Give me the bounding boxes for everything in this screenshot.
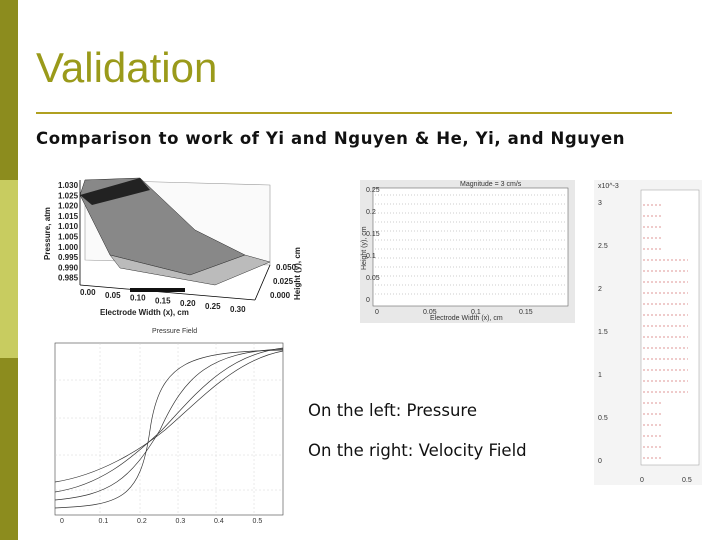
z-tick-label: 0.985 — [58, 274, 79, 283]
z-tick-label: 0.995 — [58, 253, 79, 262]
z-axis-label: Pressure, atm — [43, 207, 52, 260]
side-bar — [0, 358, 18, 540]
x-tick-label: 0.30 — [230, 305, 246, 314]
y-tick-label: 2 — [598, 286, 602, 293]
figure-pressure-labels: Pressure Field 0 0.1 0.2 0.3 0.4 0.5 — [60, 328, 262, 525]
y-tick-label: 0.15 — [366, 231, 380, 238]
x-tick-label: 0.15 — [155, 296, 171, 305]
y-tick-label: 0 — [366, 297, 370, 304]
x-tick-label: 0.05 — [423, 309, 437, 316]
x-tick-label: 0.15 — [519, 309, 533, 316]
y-tick-label: 1 — [598, 372, 602, 379]
y-tick-label: 1.5 — [598, 329, 608, 336]
x-tick-label: 0 — [60, 518, 64, 525]
figure-field — [594, 180, 702, 485]
figure-title: Magnitude = 3 cm/s — [460, 181, 522, 188]
y-axis-label: Height (y), cm — [293, 247, 302, 300]
z-tick-label: 1.010 — [58, 222, 79, 231]
z-tick-label: 1.025 — [58, 191, 79, 200]
x-tick-label: 0.20 — [180, 299, 196, 308]
x-tick-label: 0.05 — [105, 291, 121, 300]
z-tick-label: 1.000 — [58, 243, 79, 252]
x-tick-label: 0 — [640, 477, 644, 484]
y-tick-label: 0.000 — [270, 291, 291, 300]
y-tick-label: 2.5 — [598, 243, 608, 250]
figure-field-labels: x10^-3 3 2.5 2 1.5 1 0.5 0 0 0.5 — [598, 183, 692, 484]
subtitle: Comparison to work of Yi and Nguyen & He… — [36, 129, 625, 148]
z-tick-label: 1.030 — [58, 181, 79, 190]
x-tick-label: 0 — [375, 309, 379, 316]
x-tick-label: 0.2 — [137, 518, 147, 525]
figure-velocity — [360, 180, 575, 323]
y-tick-label: 0.05 — [366, 275, 380, 282]
y-tick-label: 3 — [598, 200, 602, 207]
figure-velocity-labels: Magnitude = 3 cm/s 0.25 0.2 0.15 0.1 0.05 00 0.… — [361, 181, 533, 322]
z-tick-label: 1.005 — [58, 233, 79, 242]
y-tick-label: 0 — [598, 458, 602, 465]
side-bar — [0, 0, 18, 180]
z-tick-label: 1.020 — [58, 202, 79, 211]
y-tick-label: 0.025 — [273, 277, 294, 286]
y-axis-label: Height (y), cm — [361, 226, 368, 270]
figure-pressure — [54, 342, 284, 516]
x-tick-label: 0.1 — [471, 309, 481, 316]
x-tick-label: 0.4 — [214, 518, 224, 525]
side-bar — [0, 180, 18, 358]
z-tick-label: 1.015 — [58, 212, 79, 221]
title: Validation — [36, 44, 217, 91]
x-tick-label: 0.5 — [682, 477, 692, 484]
y-tick-label: 0.2 — [366, 209, 376, 216]
caption: On the right: Velocity Field — [308, 441, 527, 460]
y-tick-label: 0.1 — [366, 253, 376, 260]
x-tick-label: 0.5 — [253, 518, 263, 525]
x-tick-label: 0.00 — [80, 288, 96, 297]
caption: On the left: Pressure — [308, 401, 477, 420]
y-tick-label: 0.5 — [598, 415, 608, 422]
y-tick-label: 0.050 — [276, 263, 297, 272]
x-tick-label: 0.1 — [99, 518, 109, 525]
x-tick-label: 0.3 — [176, 518, 186, 525]
figure-3d — [79, 177, 271, 301]
figure-title: Pressure Field — [152, 328, 197, 335]
scale-label: x10^-3 — [598, 183, 619, 190]
x-axis-label: Electrode Width (x), cm — [100, 308, 189, 317]
x-tick-label: 0.25 — [205, 302, 221, 311]
x-axis-label: Electrode Width (x), cm — [430, 315, 503, 322]
z-tick-label: 0.990 — [58, 263, 79, 272]
x-tick-label: 0.10 — [130, 294, 146, 303]
y-tick-label: 0.25 — [366, 187, 380, 194]
